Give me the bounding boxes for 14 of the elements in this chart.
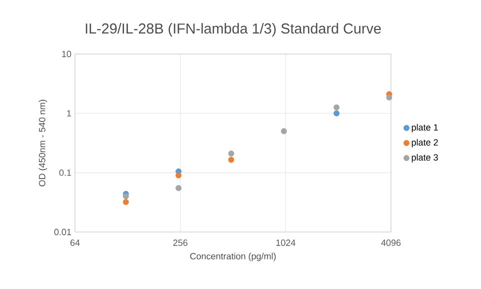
x-tick-label: 256 (173, 240, 188, 246)
legend-label: plate 1 (412, 124, 438, 132)
legend-label: plate 3 (412, 154, 438, 162)
y-tick-label: 10 (62, 50, 72, 58)
x-tick-label: 4096 (381, 240, 401, 246)
y-tick-label: 0.1 (59, 169, 72, 176)
y-axis-title: OD (450nm - 540 nm) (38, 100, 48, 186)
chart-title: IL-29/IL-28B (IFN-lambda 1/3) Standard Curve (86, 23, 381, 36)
x-tick-label: 1024 (276, 240, 296, 246)
y-tick-label: 1 (67, 110, 72, 116)
x-axis-title: Concentration (pg/ml) (190, 252, 276, 262)
y-tick-label: 0.01 (54, 228, 72, 236)
legend-label: plate 2 (412, 138, 438, 148)
x-tick-label: 64 (70, 240, 80, 246)
